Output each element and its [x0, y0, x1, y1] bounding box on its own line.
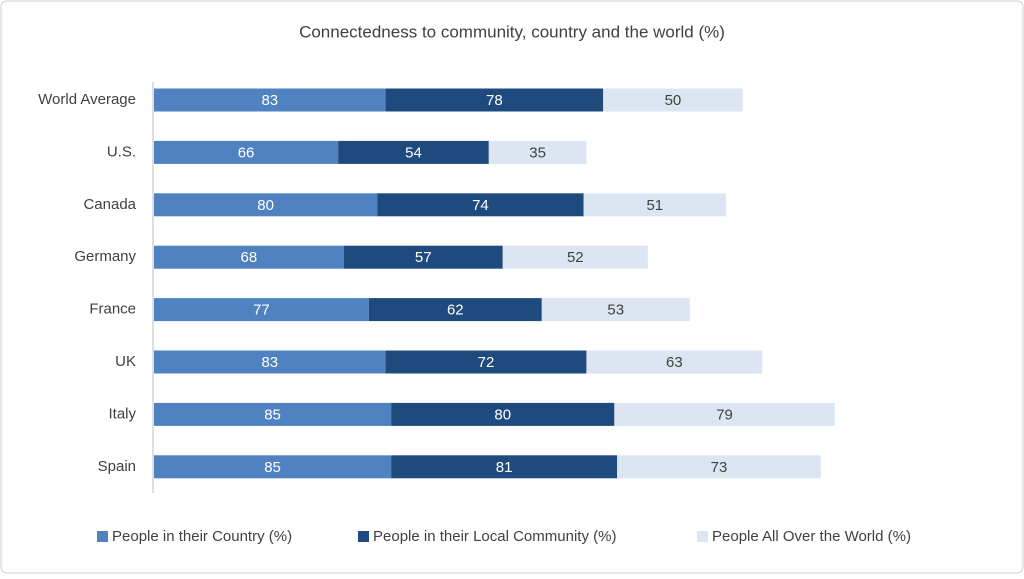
- value-label: 53: [607, 302, 624, 319]
- category-label: World Average: [38, 91, 136, 108]
- bar-segment: [603, 88, 743, 112]
- value-label: 35: [529, 144, 546, 161]
- value-label: 68: [241, 249, 258, 266]
- value-label: 81: [496, 459, 513, 476]
- value-label: 63: [666, 354, 683, 371]
- value-label: 78: [486, 92, 503, 109]
- value-label: 80: [257, 197, 274, 214]
- value-label: 66: [238, 144, 255, 161]
- value-label: 74: [472, 197, 489, 214]
- bar-segment: [385, 88, 604, 112]
- category-label: Canada: [83, 196, 136, 213]
- bar-segment: [154, 140, 339, 164]
- bar-segment: [154, 298, 369, 322]
- category-label: Spain: [98, 458, 136, 475]
- value-label: 85: [264, 406, 281, 423]
- bar-segment: [488, 140, 587, 164]
- legend-label: People in their Country (%): [112, 528, 292, 545]
- legend-swatch: [697, 531, 708, 542]
- value-label: 85: [264, 459, 281, 476]
- bar-segment: [154, 402, 392, 426]
- value-label: 52: [567, 249, 584, 266]
- value-label: 83: [261, 354, 278, 371]
- value-label: 50: [665, 92, 682, 109]
- value-label: 72: [478, 354, 495, 371]
- bar-segment: [154, 193, 378, 217]
- chart-title: Connectedness to community, country and …: [299, 22, 725, 41]
- value-label: 57: [415, 249, 432, 266]
- legend-label: People All Over the World (%): [712, 528, 911, 545]
- bar-segment: [154, 455, 392, 479]
- category-label: U.S.: [107, 143, 136, 160]
- value-label: 54: [405, 144, 422, 161]
- bar-segment: [154, 88, 386, 112]
- bar-segment: [502, 245, 648, 269]
- bar-segment: [583, 193, 726, 217]
- category-label: Italy: [108, 405, 136, 422]
- bar-segment: [154, 245, 344, 269]
- bar-segment: [338, 140, 489, 164]
- category-label: UK: [115, 353, 136, 370]
- bar-segment: [343, 245, 503, 269]
- bar-segment: [391, 402, 615, 426]
- bar-segment: [154, 350, 386, 374]
- bar-segment: [614, 402, 835, 426]
- bar-segment: [391, 455, 618, 479]
- legend-label: People in their Local Community (%): [373, 528, 616, 545]
- bar-segment: [385, 350, 587, 374]
- value-label: 80: [494, 406, 511, 423]
- legend-swatch: [97, 531, 108, 542]
- category-label: France: [89, 301, 136, 318]
- value-label: 51: [646, 197, 663, 214]
- bar-segment: [377, 193, 584, 217]
- value-label: 83: [261, 92, 278, 109]
- bar-segment: [368, 298, 542, 322]
- value-label: 73: [711, 459, 728, 476]
- legend-swatch: [358, 531, 369, 542]
- value-label: 62: [447, 302, 464, 319]
- value-label: 77: [253, 302, 270, 319]
- bar-segment: [541, 298, 690, 322]
- bar-segment: [586, 350, 763, 374]
- bar-segment: [617, 455, 821, 479]
- value-label: 79: [716, 406, 733, 423]
- category-label: Germany: [74, 248, 136, 265]
